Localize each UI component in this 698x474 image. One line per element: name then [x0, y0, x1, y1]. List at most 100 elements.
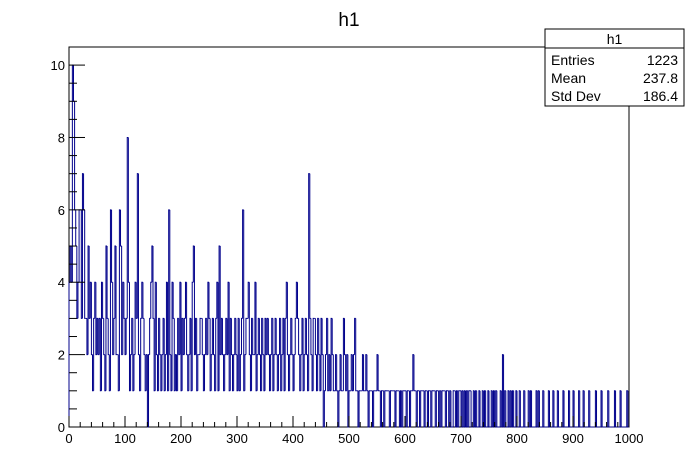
- histogram-bin: [305, 318, 308, 356]
- histogram-bin: [485, 390, 487, 428]
- histogram-bin: [248, 282, 251, 356]
- y-tick-label: 6: [58, 203, 65, 218]
- x-tick-label: 200: [170, 431, 192, 446]
- histogram-bin: [557, 390, 560, 428]
- histogram-bin: [543, 390, 545, 428]
- histogram-bin: [601, 390, 604, 428]
- histogram-bin: [90, 282, 93, 356]
- histogram-bin: [275, 318, 278, 356]
- histogram-bin: [368, 390, 371, 427]
- histogram-bin: [245, 317, 248, 355]
- axes: 0 100 200 300 400 500 600 700 800 900 1000 0 2 4 6 8 10: [51, 46, 644, 446]
- chart-title: h1: [338, 10, 359, 31]
- histogram-bin: [358, 390, 361, 427]
- y-tick-label: 2: [58, 348, 65, 363]
- histogram-bin: [159, 318, 161, 356]
- histogram-bin: [402, 390, 404, 427]
- histogram-bin: [406, 390, 409, 427]
- histogram-bin: [125, 317, 128, 355]
- histogram-bin: [310, 318, 313, 356]
- stats-entries-label: Entries: [551, 52, 595, 68]
- x-tick-label: 900: [562, 431, 584, 446]
- histogram-bin: [169, 209, 171, 356]
- histogram-bin: [120, 209, 122, 247]
- stats-mean-label: Mean: [551, 70, 586, 86]
- histogram-bin: [102, 282, 104, 319]
- histogram-bin: [133, 354, 136, 391]
- stats-box-title: h1: [607, 31, 623, 47]
- histogram-bin: [303, 354, 306, 391]
- histogram-bin: [155, 282, 158, 356]
- histogram-bin: [519, 390, 522, 428]
- histogram-bin: [78, 209, 81, 283]
- histogram-bin: [524, 390, 526, 428]
- histogram-bin: [355, 318, 357, 392]
- histogram-bin: [111, 209, 113, 283]
- histogram-bin: [137, 173, 140, 356]
- histogram-bin: [188, 354, 190, 391]
- histogram-bin: [127, 137, 130, 283]
- histogram-bin: [83, 173, 85, 211]
- histogram-bin: [152, 246, 155, 319]
- histogram-bin: [113, 317, 115, 355]
- histogram-bin: [258, 318, 261, 356]
- stats-stddev-label: Std Dev: [551, 88, 601, 104]
- histogram-bin: [161, 354, 164, 391]
- histogram-bin: [296, 282, 299, 319]
- histogram-bin: [291, 318, 293, 356]
- histogram-bin: [458, 390, 460, 427]
- histogram-bin: [476, 390, 478, 428]
- histogram-bin: [267, 318, 270, 356]
- histogram-bin: [230, 318, 233, 356]
- histogram-bin: [123, 282, 125, 319]
- histogram-bin: [204, 354, 206, 391]
- histogram-bin: [239, 354, 242, 391]
- histogram-bin: [150, 281, 152, 319]
- histogram-bin: [377, 354, 380, 392]
- histogram-bin: [513, 390, 515, 428]
- histogram-bin: [252, 318, 254, 356]
- histogram-bin: [149, 317, 151, 355]
- histogram-bin: [348, 390, 351, 427]
- y-tick-label: 8: [58, 130, 65, 145]
- histogram-bin: [583, 390, 586, 428]
- histogram-bin: [277, 354, 280, 391]
- histogram-bin: [298, 318, 300, 356]
- histogram-bin: [384, 390, 386, 427]
- histogram-bin: [300, 354, 302, 391]
- stats-entries-value: 1223: [647, 52, 678, 68]
- histogram-bin: [256, 354, 259, 391]
- histogram-bin: [596, 390, 598, 428]
- stats-box-frame: [544, 28, 685, 107]
- histogram-bin: [309, 173, 311, 319]
- histogram-bin: [531, 390, 533, 428]
- histogram-bin: [373, 390, 375, 427]
- histogram-bin: [244, 354, 246, 391]
- histogram-bin: [416, 390, 419, 427]
- histogram-bin: [199, 317, 202, 355]
- histogram-bin: [107, 318, 110, 356]
- histogram-bin: [262, 318, 264, 356]
- histogram-bin: [201, 318, 204, 356]
- histogram-bin: [428, 390, 430, 427]
- histogram-bin: [293, 354, 296, 391]
- stats-stddev-value: 186.4: [643, 88, 678, 104]
- y-tick-label: 4: [58, 275, 65, 290]
- histogram-bin: [352, 354, 355, 391]
- histogram-bin: [424, 390, 427, 427]
- histogram-bin: [142, 282, 145, 319]
- histogram-bin: [224, 354, 226, 391]
- histogram-bin: [106, 246, 109, 319]
- x-tick-label: 1000: [615, 431, 644, 446]
- histogram-bin: [338, 390, 341, 427]
- histogram-bin: [318, 318, 320, 356]
- histogram-bin: [284, 317, 287, 391]
- histogram-bin: [573, 390, 576, 428]
- histogram-bin: [172, 282, 175, 319]
- x-tick-label: 700: [450, 431, 472, 446]
- histogram-bin: [197, 354, 199, 391]
- histogram-bin: [233, 354, 235, 391]
- histogram-bin: [470, 390, 473, 428]
- histogram-bin: [215, 317, 217, 391]
